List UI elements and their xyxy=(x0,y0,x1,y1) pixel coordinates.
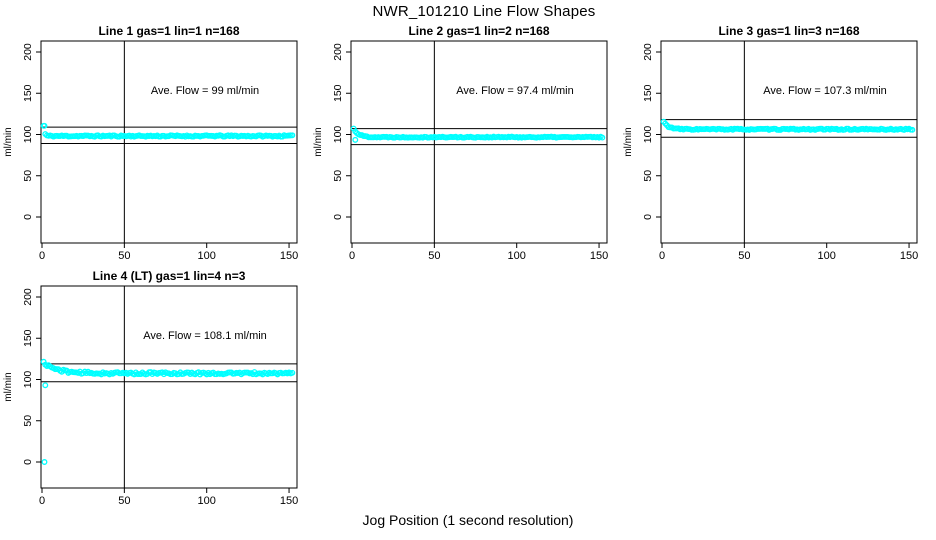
x-tick-label: 50 xyxy=(428,250,440,262)
y-tick-label: 200 xyxy=(332,43,344,61)
subplot-title-line-1: Line 1 gas=1 lin=1 n=168 xyxy=(98,24,240,38)
x-tick-label: 100 xyxy=(818,250,836,262)
flow-data-point xyxy=(289,369,296,376)
y-tick-label: 150 xyxy=(22,329,34,347)
y-tick-label: 50 xyxy=(22,415,34,427)
x-tick-label: 0 xyxy=(39,250,45,262)
y-axis-title: ml/min xyxy=(313,127,324,156)
plot-canvas-line-2: 0 50 100 150 200 0 50 100 150 ml/min xyxy=(313,40,608,262)
plot-canvas-line-1: 0 50 100 150 200 0 50 100 150 ml/min xyxy=(3,40,298,262)
ave-flow-annotation-line-4: Ave. Flow = 108.1 ml/min xyxy=(143,330,267,342)
subplot-title-line-3: Line 3 gas=1 lin=3 n=168 xyxy=(718,24,860,38)
ave-flow-annotation-line-2: Ave. Flow = 97.4 ml/min xyxy=(456,85,574,97)
x-tick-label: 50 xyxy=(118,250,130,262)
ave-flow-annotation-line-1: Ave. Flow = 99 ml/min xyxy=(150,85,260,97)
subplot-line-3: 0 50 100 150 200 0 50 100 150 ml/min Line 3 gas=1… xyxy=(621,21,926,269)
flow-outlier-point xyxy=(41,122,48,129)
flow-data-point xyxy=(909,126,916,133)
flow-outlier-point xyxy=(352,136,359,143)
x-tick-label: 50 xyxy=(738,250,750,262)
y-tick-label: 100 xyxy=(22,126,34,144)
x-tick-label: 0 xyxy=(39,495,45,507)
y-axis-title: ml/min xyxy=(623,127,634,156)
subplot-line-4: 0 50 100 150 200 0 50 100 150 ml/min Line 4 (LT) … xyxy=(1,266,306,514)
subplot-title-line-4: Line 4 (LT) gas=1 lin=4 n=3 xyxy=(92,269,246,283)
y-tick-label: 150 xyxy=(332,84,344,102)
y-tick-label: 200 xyxy=(642,43,654,61)
y-tick-label: 50 xyxy=(642,170,654,182)
y-tick-label: 150 xyxy=(22,84,34,102)
figure-title: NWR_101210 Line Flow Shapes xyxy=(372,3,596,20)
y-tick-label: 150 xyxy=(642,84,654,102)
ave-flow-annotation-line-3: Ave. Flow = 107.3 ml/min xyxy=(763,85,887,97)
y-tick-label: 100 xyxy=(22,371,34,389)
y-tick-label: 0 xyxy=(642,214,654,220)
x-tick-label: 50 xyxy=(118,495,130,507)
plot-canvas-line-4: 0 50 100 150 200 0 50 100 150 ml/min xyxy=(3,285,298,507)
subplot-line-2: 0 50 100 150 200 0 50 100 150 ml/min Line 2 gas=1… xyxy=(311,21,616,269)
y-tick-label: 100 xyxy=(332,126,344,144)
x-tick-label: 150 xyxy=(280,495,298,507)
subplot-title-line-2: Line 2 gas=1 lin=2 n=168 xyxy=(408,24,550,38)
subplot-line-1: 0 50 100 150 200 0 50 100 150 ml/min Line 1 gas=1… xyxy=(1,21,306,269)
y-tick-label: 50 xyxy=(22,170,34,182)
plot-box xyxy=(660,40,918,244)
x-tick-label: 150 xyxy=(900,250,918,262)
plot-box xyxy=(40,40,298,244)
plot-canvas-line-3: 0 50 100 150 200 0 50 100 150 ml/min xyxy=(623,40,918,262)
y-axis-title: ml/min xyxy=(3,127,14,156)
x-tick-label: 100 xyxy=(198,495,216,507)
y-tick-label: 50 xyxy=(332,170,344,182)
x-tick-label: 150 xyxy=(590,250,608,262)
flow-data-point xyxy=(599,134,606,141)
x-tick-label: 100 xyxy=(508,250,526,262)
x-axis-label: Jog Position (1 second resolution) xyxy=(362,512,574,528)
y-tick-label: 0 xyxy=(332,214,344,220)
y-tick-label: 200 xyxy=(22,288,34,306)
plot-box xyxy=(350,40,608,244)
y-axis-title: ml/min xyxy=(3,372,14,401)
y-tick-label: 0 xyxy=(22,214,34,220)
x-tick-label: 100 xyxy=(198,250,216,262)
plot-box xyxy=(40,285,298,489)
x-tick-label: 150 xyxy=(280,250,298,262)
y-tick-label: 100 xyxy=(642,126,654,144)
y-tick-label: 0 xyxy=(22,459,34,465)
flow-data-point xyxy=(289,132,296,139)
flow-outlier-point xyxy=(42,382,49,389)
x-tick-label: 0 xyxy=(349,250,355,262)
flow-outlier-point xyxy=(41,459,48,465)
x-tick-label: 0 xyxy=(659,250,665,262)
y-tick-label: 200 xyxy=(22,43,34,61)
